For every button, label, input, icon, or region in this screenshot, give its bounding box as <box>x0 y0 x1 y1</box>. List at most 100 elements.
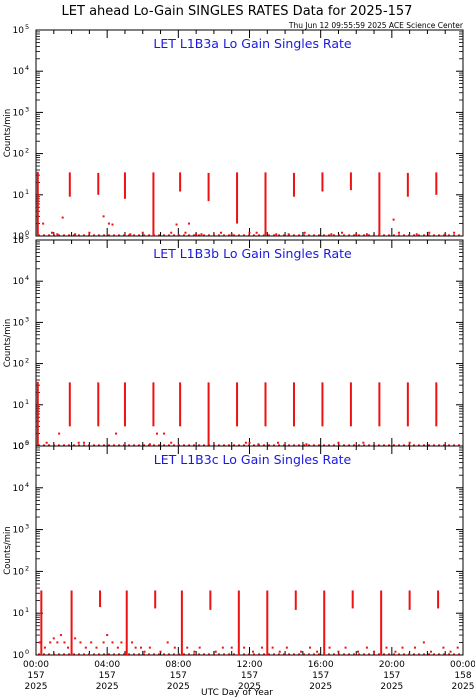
y-tick-exponent: 2 <box>25 147 29 155</box>
data-point <box>357 650 360 653</box>
data-point <box>67 646 70 649</box>
data-point <box>155 432 158 435</box>
panel-1: LET L1B3a Lo Gain Singles Rate Counts/min… <box>3 23 464 242</box>
data-point <box>442 646 445 649</box>
data-point <box>415 233 418 236</box>
data-point <box>257 443 260 446</box>
y-tick-label: 10 <box>13 567 25 577</box>
x-tick-label: 2025 <box>380 682 403 692</box>
y-tick-label: 10 <box>13 236 25 246</box>
y-tick-label: 10 <box>13 651 25 661</box>
y-tick-label: 10 <box>13 401 25 411</box>
x-tick-label: 00:00 <box>450 660 475 670</box>
y-tick-label: 10 <box>13 442 25 452</box>
data-point <box>95 646 98 649</box>
data-point <box>355 233 358 236</box>
data-point <box>84 646 87 649</box>
x-tick-label: 2025 <box>452 682 475 692</box>
x-tick-label: 2025 <box>96 682 119 692</box>
y-tick-exponent: 1 <box>25 398 29 406</box>
data-point <box>308 646 311 649</box>
data-point <box>275 233 278 236</box>
y-tick-label: 10 <box>13 232 25 242</box>
data-point <box>422 641 425 644</box>
data-point <box>111 223 114 226</box>
y-tick-label: 10 <box>13 442 25 452</box>
timestamp: Thu Jun 12 09:55:59 2025 ACE Science Cen… <box>288 21 464 30</box>
plot-frame <box>35 445 464 656</box>
data-point <box>305 443 308 446</box>
data-point <box>365 646 368 649</box>
y-axis-label: Counts/min <box>3 319 13 368</box>
x-tick-label: 158 <box>454 671 471 681</box>
data-point <box>195 233 198 236</box>
data-point <box>163 432 166 435</box>
y-tick-exponent: 4 <box>25 64 29 72</box>
data-point <box>115 432 118 435</box>
data-point <box>159 650 162 653</box>
data-point <box>139 646 142 649</box>
panel-title: LET L1B3b Lo Gain Singles Rate <box>153 246 352 261</box>
y-tick-exponent: 3 <box>25 523 29 531</box>
x-tick-label: 2025 <box>238 682 261 692</box>
panel-2: LET L1B3b Lo Gain Singles Rate Counts/min… <box>3 233 464 452</box>
data-point <box>188 222 191 225</box>
plot-frame <box>35 239 464 447</box>
data-point <box>429 650 432 653</box>
data-point <box>74 637 77 640</box>
data-point <box>248 231 251 234</box>
data-point <box>111 641 114 644</box>
data-point <box>184 231 187 234</box>
y-tick-exponent: 5 <box>25 23 29 31</box>
y-tick-exponent: 1 <box>25 606 29 614</box>
x-tick-label: 20:00 <box>379 660 405 670</box>
data-point <box>244 441 247 444</box>
data-point <box>38 641 41 644</box>
y-tick-exponent: 0 <box>25 229 29 237</box>
data-point <box>102 641 105 644</box>
y-tick-label: 10 <box>13 484 25 494</box>
y-tick-label: 10 <box>13 277 25 287</box>
x-tick-label: 00:00 <box>23 660 49 670</box>
x-tick-label: 157 <box>383 671 400 681</box>
data-point <box>102 215 105 218</box>
y-tick-label: 10 <box>13 108 25 118</box>
data-point <box>255 231 258 234</box>
data-point <box>408 441 411 444</box>
data-point <box>51 231 54 234</box>
data-point <box>170 441 173 444</box>
y-tick-exponent: 5 <box>25 439 29 447</box>
data-point <box>63 641 66 644</box>
data-point <box>120 641 123 644</box>
x-tick-label: 08:00 <box>165 660 191 670</box>
data-point <box>401 646 404 649</box>
data-point <box>278 650 281 653</box>
y-tick-exponent: 2 <box>25 357 29 365</box>
data-point <box>373 650 376 653</box>
data-point <box>56 641 59 644</box>
panel-title: LET L1B3a Lo Gain Singles Rate <box>153 36 352 51</box>
x-tick-label: 04:00 <box>94 660 120 670</box>
y-tick-exponent: 0 <box>25 439 29 447</box>
data-point <box>248 441 251 444</box>
x-tick-label: 157 <box>99 671 116 681</box>
data-point <box>74 233 77 236</box>
data-point <box>131 641 134 644</box>
data-point <box>143 650 146 653</box>
x-tick-label: 157 <box>312 671 329 681</box>
data-point <box>198 646 201 649</box>
data-point <box>449 650 452 653</box>
x-tick-label: 157 <box>241 671 258 681</box>
data-point <box>341 231 344 234</box>
data-point <box>58 432 61 435</box>
data-point <box>230 233 233 236</box>
data-point <box>428 231 431 234</box>
data-point <box>316 650 319 653</box>
data-point <box>42 222 45 225</box>
data-point <box>90 641 93 644</box>
data-point <box>166 641 169 644</box>
data-point <box>453 231 456 234</box>
x-tick-label: 2025 <box>167 682 190 692</box>
x-tick-label: 12:00 <box>237 660 263 670</box>
data-point <box>385 646 388 649</box>
